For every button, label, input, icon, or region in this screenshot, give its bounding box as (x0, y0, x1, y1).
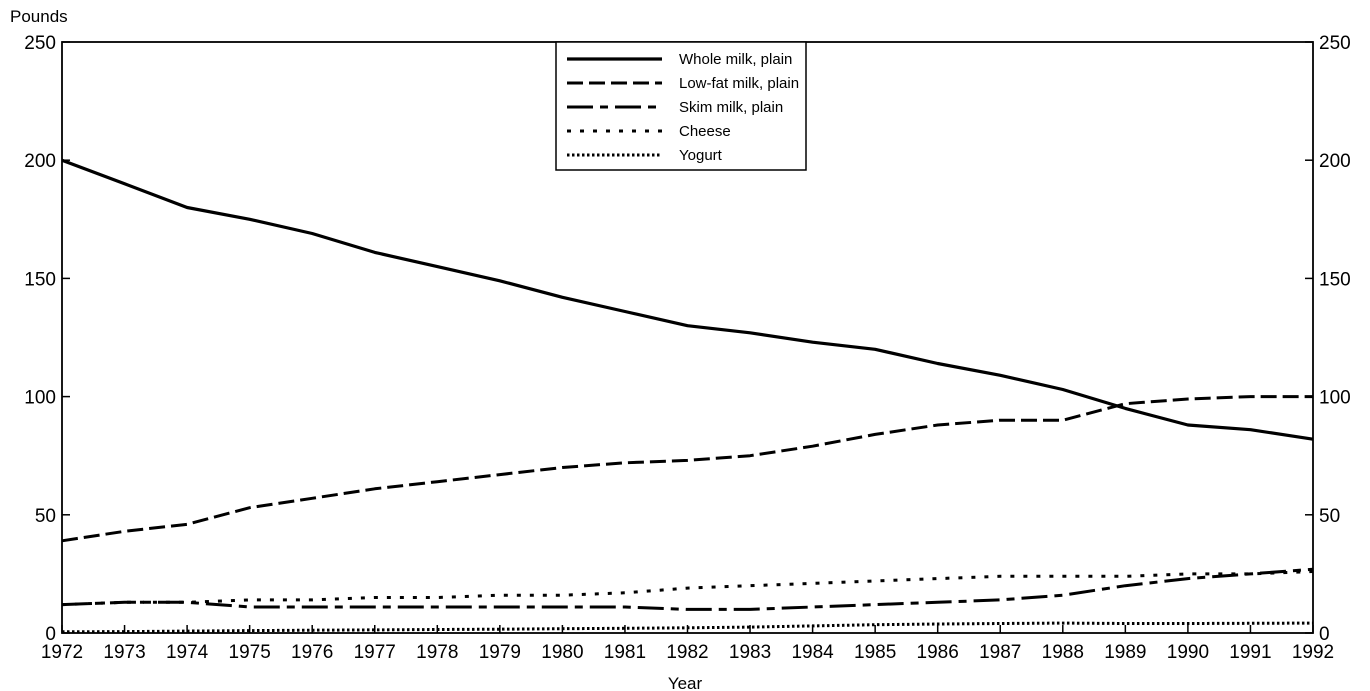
y-tick-label-right: 150 (1319, 269, 1351, 290)
x-tick-label: 1973 (103, 642, 145, 663)
y-tick-label-right: 0 (1319, 624, 1330, 645)
legend: Whole milk, plain Low-fat milk, plain Skim… (555, 41, 807, 171)
y-tick-label-right: 250 (1319, 33, 1351, 54)
y-tick-label-left: 0 (45, 624, 56, 645)
x-tick-label: 1991 (1229, 642, 1271, 663)
x-tick-label: 1986 (917, 642, 959, 663)
data-series (61, 158, 1314, 634)
x-tick-label: 1985 (854, 642, 896, 663)
axis-ticks: 0 0 50 50 100 100 150 150 200 200 250 250 1972 1973 19… (24, 33, 1350, 663)
legend-label: Whole milk, plain (679, 51, 792, 68)
legend-label: Yogurt (679, 147, 723, 164)
legend-box (555, 41, 807, 171)
y-tick-label-left: 100 (24, 388, 56, 409)
y-tick-label-right: 50 (1319, 506, 1340, 527)
x-tick-label: 1984 (791, 642, 834, 663)
y-tick-label-right: 100 (1319, 388, 1351, 409)
series-line-1 (61, 395, 1313, 543)
x-tick-label: 1976 (291, 642, 333, 663)
x-axis-label: Year (668, 674, 703, 691)
y-tick-label-left: 50 (35, 506, 56, 527)
x-tick-label: 1980 (541, 642, 583, 663)
series-line-0 (61, 158, 1314, 441)
x-tick-label: 1975 (229, 642, 271, 663)
legend-label: Skim milk, plain (679, 99, 783, 116)
y-tick-label-left: 200 (24, 151, 56, 172)
x-tick-label: 1981 (604, 642, 646, 663)
y-axis-label: Pounds (10, 7, 68, 26)
x-tick-label: 1989 (1104, 642, 1146, 663)
x-tick-label: 1974 (166, 642, 209, 663)
y-tick-label-left: 250 (24, 33, 56, 54)
legend-label: Low-fat milk, plain (679, 75, 799, 92)
x-tick-label: 1979 (479, 642, 521, 663)
y-tick-label-right: 200 (1319, 151, 1351, 172)
x-tick-label: 1977 (354, 642, 396, 663)
x-tick-label: 1990 (1167, 642, 1209, 663)
y-tick-label-left: 150 (24, 269, 56, 290)
series-line-4 (61, 621, 1314, 634)
series-line-2 (61, 567, 1314, 611)
series-line-3 (61, 570, 1314, 607)
legend-label: Cheese (679, 123, 731, 140)
x-tick-label: 1982 (666, 642, 708, 663)
x-tick-label: 1988 (1042, 642, 1084, 663)
x-tick-label: 1972 (41, 642, 83, 663)
x-tick-label: 1983 (729, 642, 771, 663)
x-tick-label: 1978 (416, 642, 458, 663)
x-tick-label: 1987 (979, 642, 1021, 663)
x-tick-label: 1992 (1292, 642, 1334, 663)
